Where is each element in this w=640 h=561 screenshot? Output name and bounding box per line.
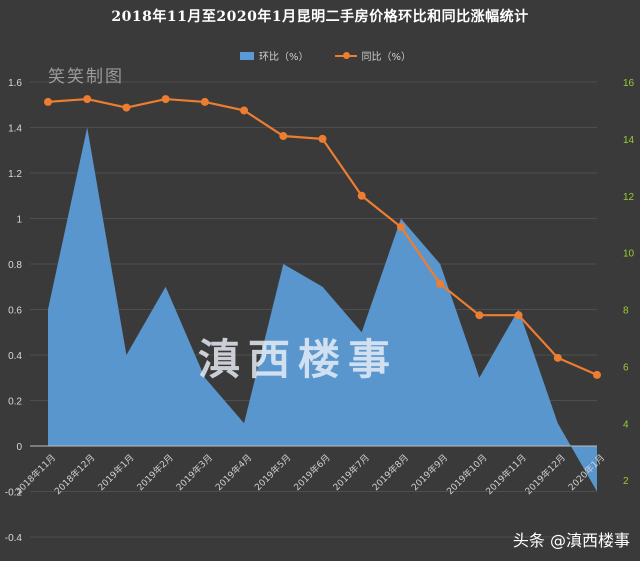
y-left-tick-label: 0.6 (8, 306, 22, 317)
yoy-point (279, 132, 288, 141)
y-left-tick-label: 0.4 (8, 351, 22, 362)
x-tick-label: 2018年11月 (13, 452, 59, 498)
legend-line-swatch (334, 51, 357, 59)
x-tick-label: 2018年12月 (52, 452, 98, 498)
legend-item-mom: 环比（%） (240, 48, 309, 63)
y-left-tick-label: -0.2 (5, 488, 23, 499)
yoy-point (436, 279, 445, 288)
x-tick-label: 2019年12月 (522, 452, 568, 498)
x-tick-label: 2019年11月 (483, 452, 529, 498)
x-tick-label: 2019年8月 (370, 452, 411, 493)
yoy-point (514, 311, 523, 320)
yoy-point (593, 370, 601, 379)
x-tick-label: 2019年4月 (213, 452, 254, 493)
y-left-tick-label: 1.4 (8, 124, 22, 135)
x-tick-label: 2019年7月 (330, 452, 371, 493)
watermark-center: 滇西楼事 (198, 335, 399, 384)
legend-label-yoy: 同比（%） (361, 52, 412, 63)
y-right-tick-label: 14 (623, 135, 635, 146)
y-left-tick-label: 1.2 (8, 169, 22, 180)
y-left-tick-label: 1.6 (8, 78, 22, 89)
yoy-point (553, 353, 562, 362)
legend-label-mom: 环比（%） (259, 52, 309, 63)
chart-title: 2018年11月至2020年1月昆明二手房价格环比和同比涨幅统计 (111, 9, 529, 25)
x-tick-label: 2019年3月 (174, 452, 215, 493)
yoy-point (122, 103, 131, 112)
yoy-point (200, 97, 209, 106)
y-right-tick-label: 16 (623, 78, 635, 89)
y-left-tick-label: -0.4 (5, 533, 23, 544)
y-right-tick-label: 12 (623, 192, 635, 203)
series-line (44, 95, 601, 379)
y-left-tick-label: 0 (16, 442, 22, 453)
x-tick-label: 2019年5月 (252, 452, 293, 493)
legend: 环比（%） 同比（%） (240, 48, 411, 63)
legend-item-yoy: 同比（%） (334, 48, 412, 63)
yoy-point (475, 311, 484, 320)
y-right-tick-label: 4 (623, 419, 629, 430)
y-left-tick-label: 0.2 (8, 397, 22, 408)
yoy-point (396, 223, 405, 232)
yoy-point (357, 191, 366, 200)
yoy-point (44, 97, 52, 106)
y-left-tick-label: 0.8 (8, 260, 22, 271)
x-tick-label: 2019年1月 (95, 452, 136, 493)
yoy-point (240, 106, 249, 115)
x-tick-label: 2019年6月 (291, 452, 332, 493)
credit-text: 头条 @滇西楼事 (512, 531, 630, 550)
yoy-point (318, 134, 327, 143)
x-tick-label: 2019年2月 (134, 452, 175, 493)
watermark-top: 笑笑制图 (48, 67, 124, 87)
x-tick-label: 2019年10月 (444, 452, 490, 498)
x-tick-label: 2019年9月 (409, 452, 450, 493)
y-left-tick-label: 1 (16, 215, 22, 226)
yoy-point (161, 95, 170, 104)
y-right-tick-label: 2 (623, 476, 629, 487)
y-right-tick-label: 6 (623, 362, 629, 373)
yoy-point (83, 95, 92, 104)
series-area (48, 127, 597, 492)
y-right-tick-label: 8 (623, 306, 629, 317)
y-right-tick-label: 10 (623, 249, 635, 260)
area-fill (48, 127, 597, 492)
legend-area-swatch (240, 51, 254, 60)
